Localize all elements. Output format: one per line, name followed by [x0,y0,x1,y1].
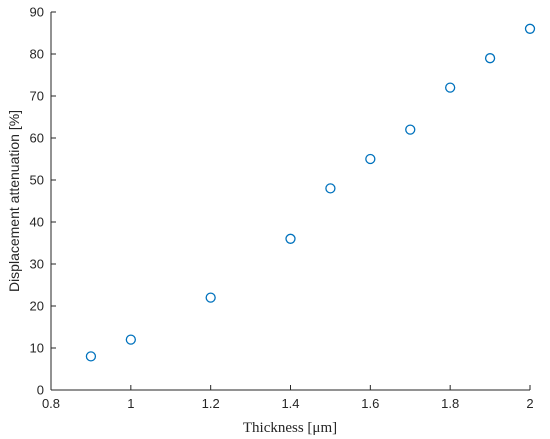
data-point [365,153,376,165]
data-point [205,292,216,303]
x-ticks: 0.8 1 1.2 1.4 1.6 1.8 2 [42,385,534,411]
data-point [125,334,136,345]
y-tick-label: 20 [30,299,44,314]
data-points [85,23,536,362]
data-point [285,233,296,244]
data-point [405,124,416,135]
x-tick-label: 1.8 [441,396,459,411]
x-tick-label: 1.2 [202,396,220,411]
y-tick-label: 50 [30,173,44,188]
y-tick-label: 30 [30,257,44,272]
y-tick-label: 10 [30,341,44,356]
axes [50,12,530,391]
data-point [484,53,496,64]
y-tick-label: 90 [30,5,44,20]
y-tick-label: 0 [37,383,44,398]
x-tick-label: 2 [526,396,533,411]
data-point [325,183,336,194]
y-tick-label: 80 [30,47,44,62]
y-ticks: 0 10 20 30 40 50 60 70 80 90 [30,5,56,398]
y-tick-label: 40 [30,215,44,230]
data-point [445,82,456,93]
x-tick-label: 1.6 [361,396,379,411]
x-tick-label: 0.8 [42,396,60,411]
data-point [524,23,536,34]
x-tick-label: 1.4 [281,396,299,411]
data-point [85,351,97,362]
y-tick-label: 70 [30,89,44,104]
y-tick-label: 60 [30,131,44,146]
x-tick-label: 1 [127,396,134,411]
x-axis-title: Thickness [μm] [243,420,337,436]
y-axis-title: Displacement attenuation [%] [6,110,22,292]
